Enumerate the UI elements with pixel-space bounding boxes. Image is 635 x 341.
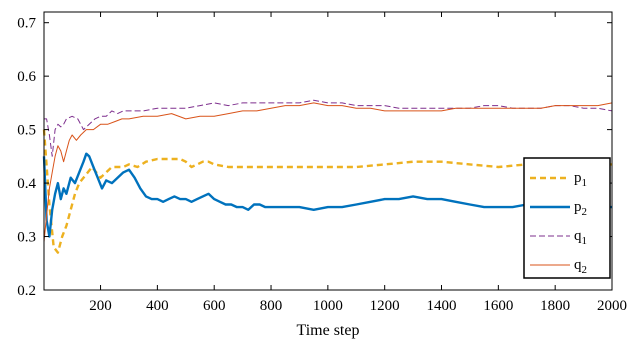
y-tick-label: 0.3 [17, 230, 36, 246]
x-tick-label: 800 [260, 298, 283, 314]
x-tick-label: 2000 [597, 298, 627, 314]
series-line-p2 [42, 152, 612, 238]
x-axis-label: Time step [297, 322, 360, 339]
x-tick-label: 200 [89, 298, 112, 314]
x-tick-label: 400 [146, 298, 169, 314]
series-line-q1 [44, 99, 613, 157]
series-layer [42, 99, 613, 254]
plot-background [44, 12, 612, 290]
y-tick-label: 0.2 [17, 283, 36, 299]
y-tick-label: 0.5 [17, 123, 36, 139]
y-tick-label: 0.6 [17, 69, 36, 85]
x-tick-label: 1600 [483, 298, 513, 314]
plot-frame [43, 11, 613, 291]
legend-box [523, 157, 611, 279]
series-line-p1 [42, 129, 612, 254]
y-tick-label: 0.7 [17, 16, 36, 32]
ticks-layer: 200 400 600 800 1000 1200 1400 1600 1800 2000 0.2 0… [17, 12, 627, 314]
x-tick-label: 1200 [370, 298, 400, 314]
y-tick-label: 0.4 [17, 176, 36, 192]
x-tick-label: 1800 [540, 298, 570, 314]
series-line-q2 [43, 102, 613, 242]
x-tick-label: 1400 [427, 298, 457, 314]
x-tick-label: 1000 [313, 298, 343, 314]
x-tick-label: 600 [203, 298, 226, 314]
